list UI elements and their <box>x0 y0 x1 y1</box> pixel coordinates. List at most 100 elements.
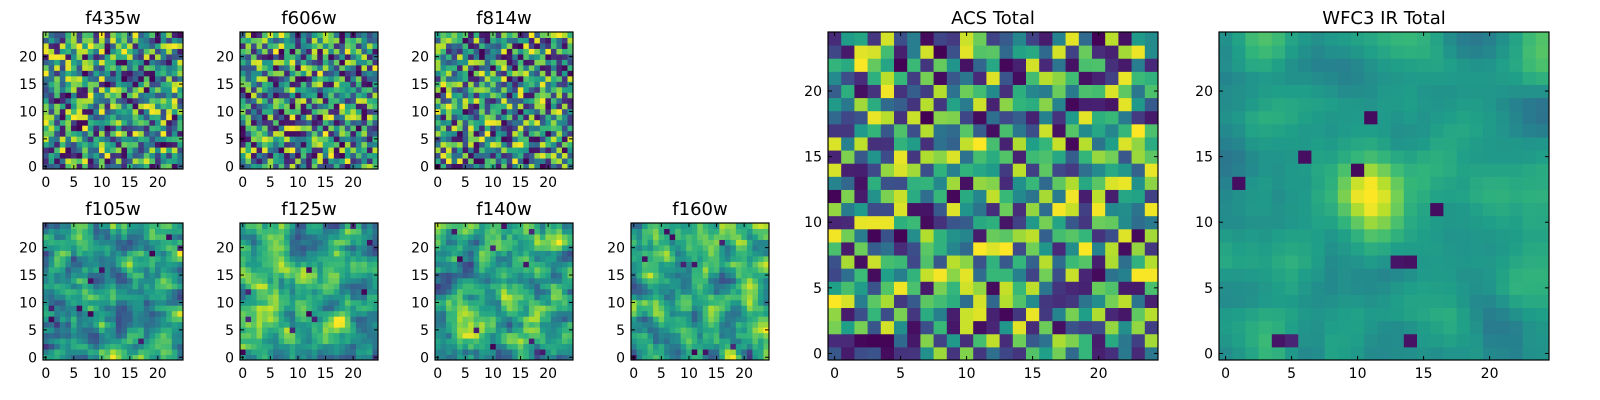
heatmap-cell <box>556 108 563 115</box>
heatmap-cell <box>54 48 61 55</box>
heatmap-cell <box>104 294 111 301</box>
heatmap-cell <box>495 261 502 268</box>
heatmap-cell <box>251 152 258 159</box>
heatmap-cell <box>451 53 458 60</box>
heatmap-cell <box>867 268 882 282</box>
heatmap-cell <box>361 64 368 71</box>
heatmap-cell <box>446 158 453 165</box>
heatmap-cell <box>528 223 535 229</box>
heatmap-cell <box>528 86 535 93</box>
heatmap-cell <box>306 266 313 273</box>
heatmap-cell <box>171 228 178 235</box>
heatmap-cell <box>506 244 513 251</box>
heatmap-cell <box>143 250 150 257</box>
heatmap-cell <box>1144 163 1159 177</box>
heatmap-cell <box>127 310 134 317</box>
heatmap-cell <box>333 103 340 110</box>
heatmap-cell <box>251 53 258 60</box>
heatmap-cell <box>251 119 258 126</box>
heatmap-cell <box>636 343 643 350</box>
heatmap-cell <box>495 343 502 350</box>
heatmap-cell <box>556 272 563 279</box>
heatmap-cell <box>828 346 842 361</box>
x-tick-label: 5 <box>69 366 78 382</box>
heatmap-cell <box>322 277 329 284</box>
heatmap-cell <box>1118 307 1133 322</box>
heatmap-cell <box>1052 281 1067 295</box>
heatmap-cell <box>245 92 252 99</box>
heatmap-cell <box>647 316 654 323</box>
heatmap-cell <box>93 86 100 93</box>
heatmap-cell <box>680 266 687 273</box>
heatmap-cell <box>143 244 150 251</box>
heatmap-cell <box>59 228 66 235</box>
heatmap-cell <box>528 114 535 121</box>
heatmap-cell <box>960 176 974 190</box>
heatmap-cell <box>333 32 340 38</box>
heatmap-cell <box>372 250 379 257</box>
heatmap-cell <box>143 277 150 284</box>
heatmap-cell <box>256 261 263 268</box>
heatmap-cell <box>933 346 948 361</box>
heatmap-cell <box>245 354 252 361</box>
heatmap-cell <box>680 294 687 301</box>
heatmap-cell <box>534 223 541 229</box>
heatmap-cell <box>256 294 263 301</box>
heatmap-cell <box>127 228 134 235</box>
heatmap-cell <box>506 130 513 137</box>
heatmap-cell <box>501 294 508 301</box>
heatmap-cell <box>295 108 302 115</box>
heatmap-cell <box>65 338 72 345</box>
heatmap-cell <box>54 305 61 312</box>
heatmap-cell <box>647 233 654 240</box>
heatmap-cell <box>523 32 530 38</box>
heatmap-cell <box>43 103 50 110</box>
heatmap-cell <box>65 92 72 99</box>
heatmap-cell <box>306 136 313 143</box>
heatmap-cell <box>138 114 145 121</box>
heatmap-cell <box>333 37 340 44</box>
heatmap-cell <box>48 163 55 170</box>
heatmap-cell <box>686 305 693 312</box>
heatmap-cell <box>473 114 480 121</box>
heatmap-cell <box>973 163 987 177</box>
heatmap-cell <box>473 233 480 240</box>
heatmap-cell <box>730 310 737 317</box>
heatmap-cell <box>43 288 50 295</box>
heatmap-cell <box>366 152 373 159</box>
heatmap-cell <box>149 266 156 273</box>
heatmap-cell <box>446 321 453 328</box>
heatmap-cell <box>973 294 987 309</box>
heatmap-cell <box>675 266 682 273</box>
heatmap-cell <box>556 343 563 350</box>
heatmap-cell <box>446 97 453 104</box>
heatmap-cell <box>171 305 178 312</box>
heatmap-cell <box>457 163 464 170</box>
heatmap-cell <box>446 327 453 334</box>
heatmap-cell <box>295 244 302 251</box>
heatmap-cell <box>43 310 50 317</box>
heatmap-cell <box>306 261 313 268</box>
heatmap-cell <box>65 250 72 257</box>
heatmap-cell <box>339 37 346 44</box>
heatmap-cell <box>339 59 346 66</box>
heatmap-cell <box>149 158 156 165</box>
heatmap-cell <box>1118 176 1133 190</box>
panel-title: f140w <box>476 199 531 220</box>
heatmap-cell <box>1105 346 1119 361</box>
heatmap-cell <box>121 349 128 356</box>
heatmap-cell <box>71 158 78 165</box>
heatmap-cell <box>87 86 94 93</box>
heatmap-cell <box>999 346 1014 361</box>
heatmap-cell <box>71 321 78 328</box>
heatmap-cell <box>350 316 357 323</box>
heatmap-cell <box>528 108 535 115</box>
heatmap-cell <box>713 321 720 328</box>
heatmap-cell <box>506 59 513 66</box>
heatmap-cell <box>65 158 72 165</box>
heatmap-cell <box>317 327 324 334</box>
heatmap-cell <box>278 119 285 126</box>
heatmap-cell <box>523 233 530 240</box>
heatmap-cell <box>468 37 475 44</box>
heatmap-cell <box>350 42 357 49</box>
